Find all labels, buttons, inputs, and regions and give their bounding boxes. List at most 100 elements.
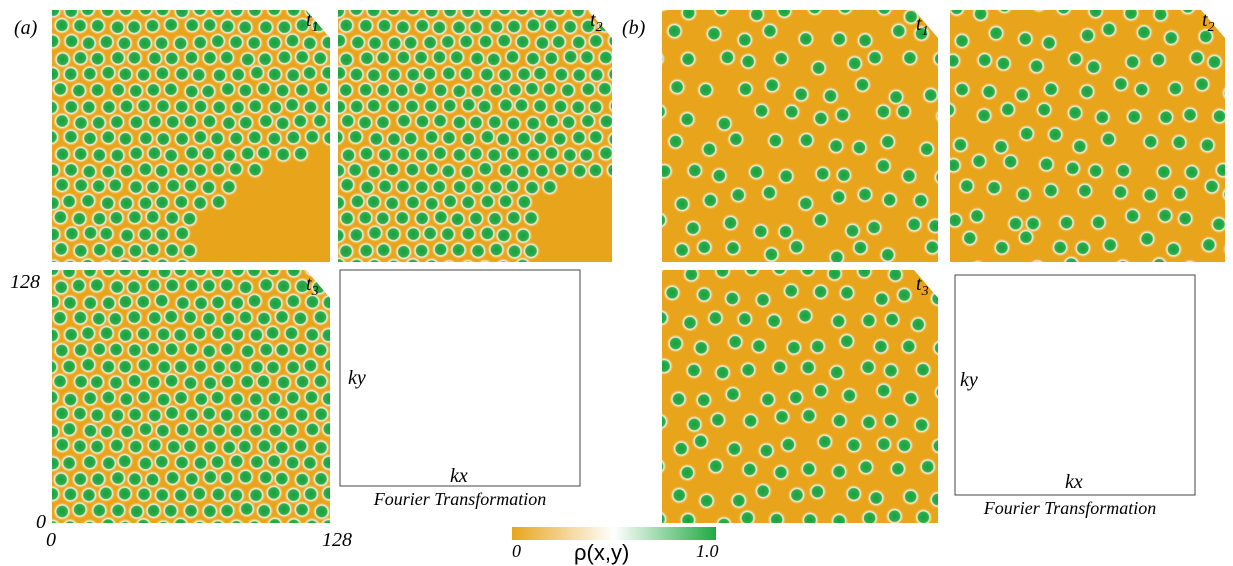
particle <box>872 289 892 309</box>
particle <box>618 218 637 237</box>
particle <box>143 207 163 227</box>
particle <box>791 84 811 104</box>
particle <box>1054 10 1074 18</box>
particle <box>466 17 486 37</box>
particle <box>917 139 937 159</box>
particle <box>52 435 72 455</box>
particle <box>52 16 54 36</box>
particle <box>821 86 840 106</box>
particle <box>749 336 769 356</box>
particle <box>679 10 699 23</box>
particle <box>596 48 612 67</box>
particle <box>52 373 54 392</box>
particle <box>458 10 478 21</box>
particle <box>227 389 247 409</box>
particle <box>246 325 266 345</box>
particle <box>292 470 312 490</box>
particle <box>52 175 72 195</box>
particle <box>80 270 100 281</box>
particle <box>227 325 247 345</box>
particle <box>152 255 172 262</box>
particle <box>125 207 145 227</box>
particle <box>200 501 220 521</box>
particle <box>382 159 402 179</box>
particle <box>1027 56 1047 76</box>
particle <box>771 462 791 482</box>
particle <box>438 224 458 244</box>
particle <box>671 439 691 459</box>
particle <box>152 224 172 244</box>
panel-label: (b) <box>622 17 646 39</box>
particle <box>273 81 293 100</box>
particle <box>24 390 43 409</box>
particle <box>321 356 330 376</box>
particle <box>290 308 310 328</box>
particle <box>172 129 192 149</box>
particle <box>950 51 963 71</box>
particle <box>265 64 285 84</box>
particle <box>144 143 164 163</box>
particle <box>143 80 163 100</box>
particle <box>578 79 598 99</box>
particle <box>226 128 246 148</box>
particle <box>181 373 200 393</box>
particle <box>284 515 304 523</box>
particle <box>136 453 155 473</box>
particle <box>125 340 145 360</box>
particle <box>1041 79 1061 99</box>
particle <box>145 406 165 425</box>
particle <box>190 356 210 376</box>
particle <box>666 334 686 353</box>
particle <box>255 436 274 456</box>
particle <box>23 325 42 344</box>
particle <box>346 10 366 19</box>
particle <box>714 114 734 134</box>
particle <box>264 483 284 503</box>
particle <box>721 213 740 233</box>
particle <box>172 97 192 117</box>
particle <box>394 111 414 131</box>
particle <box>190 518 210 523</box>
particle <box>80 293 100 313</box>
particle <box>24 64 43 83</box>
particle <box>172 160 192 180</box>
particle <box>107 277 127 297</box>
particle <box>301 97 320 117</box>
particle <box>143 16 162 36</box>
particle <box>633 237 652 256</box>
particle <box>245 160 265 180</box>
particle <box>24 226 43 245</box>
particle <box>117 421 137 441</box>
particle <box>1137 229 1157 249</box>
particle <box>787 485 807 505</box>
particle <box>191 97 210 116</box>
particle <box>263 270 283 279</box>
particle <box>217 501 237 521</box>
particle <box>330 0 349 3</box>
particle <box>152 161 172 181</box>
particle <box>829 187 849 207</box>
particle <box>338 31 349 51</box>
particle <box>126 241 145 261</box>
particle <box>115 270 135 280</box>
particle <box>625 363 644 382</box>
particle <box>853 75 872 95</box>
particle <box>53 49 73 69</box>
particle <box>356 16 376 36</box>
particle <box>468 241 488 261</box>
particle <box>662 308 671 328</box>
particle <box>412 177 432 197</box>
particle <box>895 435 914 455</box>
particle <box>752 101 772 121</box>
particle <box>245 517 264 523</box>
particle <box>1092 107 1112 127</box>
particle <box>969 151 989 171</box>
particle <box>677 109 697 129</box>
particle <box>542 111 562 131</box>
particle <box>71 241 91 261</box>
particle <box>273 144 293 164</box>
particle <box>904 214 924 234</box>
particle <box>126 81 146 101</box>
particle <box>61 390 80 410</box>
particle <box>208 270 228 281</box>
